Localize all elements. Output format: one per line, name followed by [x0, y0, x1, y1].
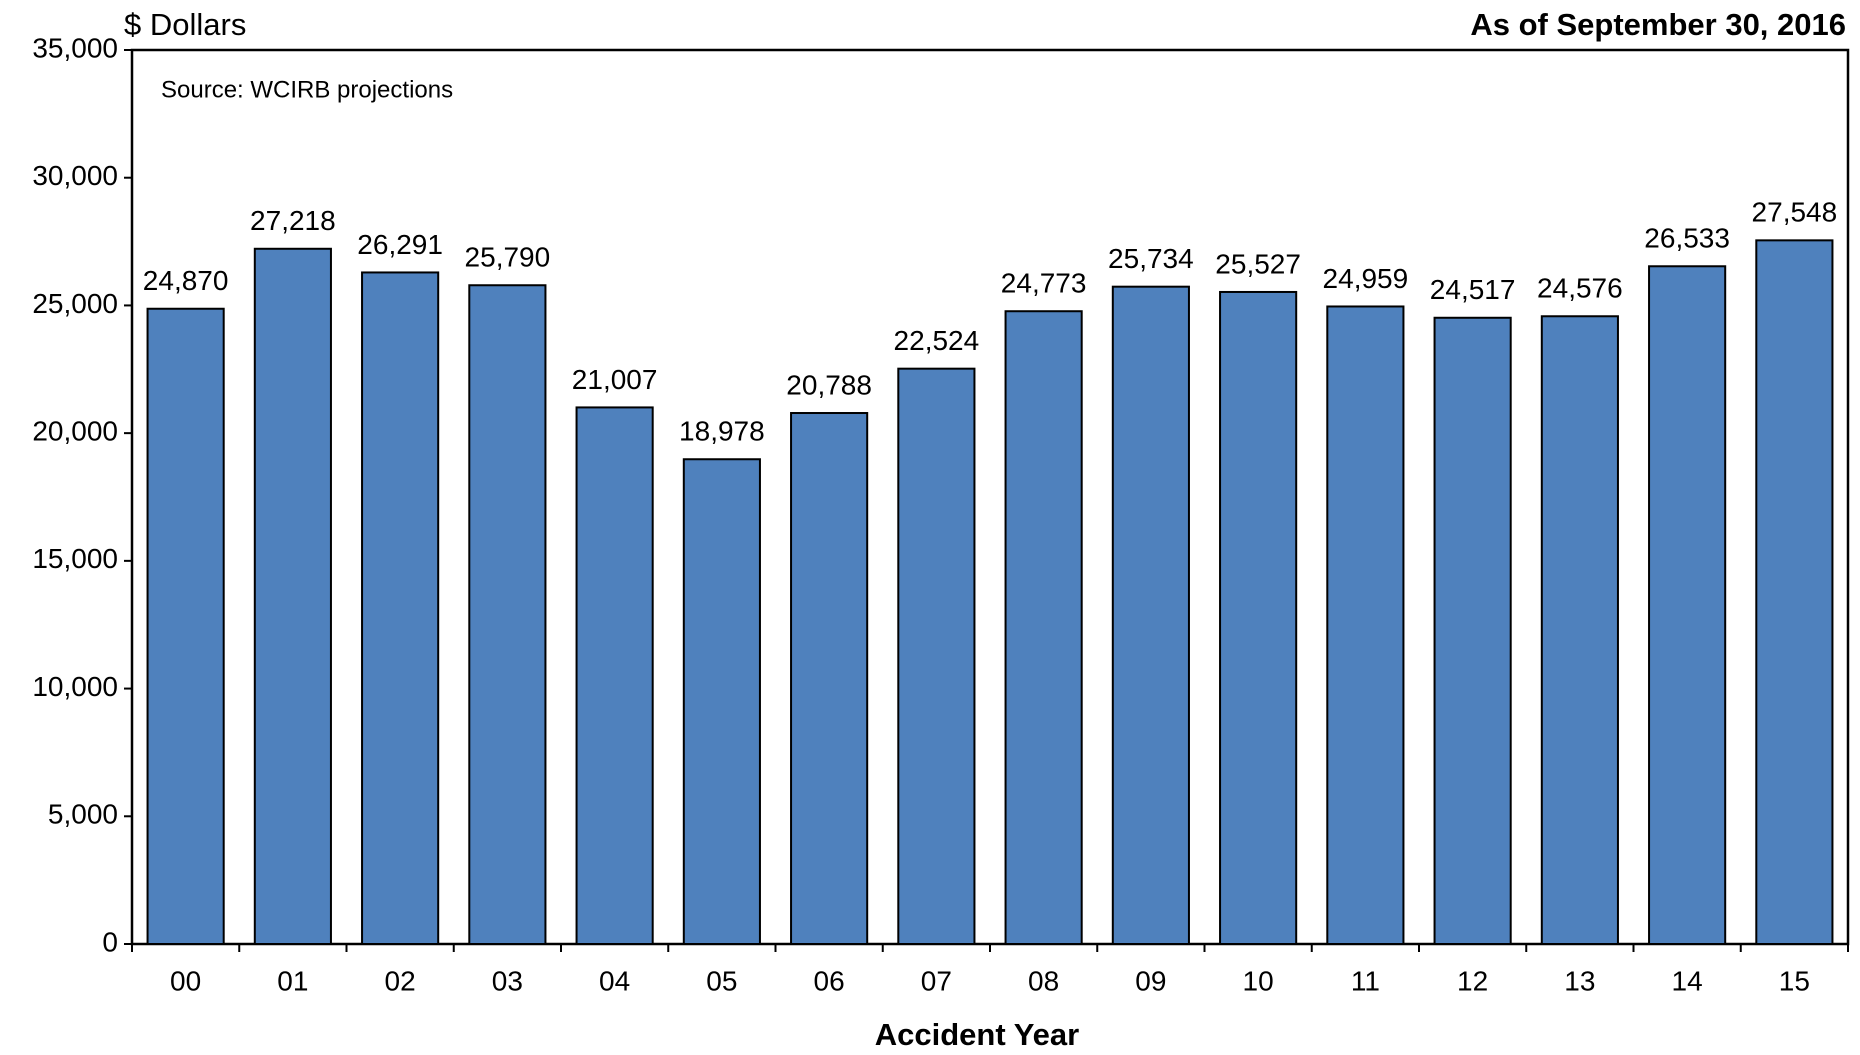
bar: [790, 412, 869, 945]
x-tick-label: 04: [599, 965, 630, 996]
x-tick-label: 11: [1351, 965, 1380, 996]
x-axis-title: Accident Year: [875, 1017, 1079, 1052]
bar: [253, 247, 332, 945]
x-tick-label: 15: [1779, 965, 1810, 996]
bar: [146, 307, 225, 945]
subtitle: As of September 30, 2016: [1470, 7, 1846, 42]
x-tick-label: 05: [706, 965, 737, 996]
value-label: 20,788: [786, 369, 872, 400]
value-label: 18,978: [679, 416, 765, 447]
bar: [1326, 305, 1405, 945]
x-tick-label: 02: [385, 965, 416, 996]
value-label: 26,291: [357, 229, 443, 260]
bar: [1111, 285, 1190, 945]
y-axis-label: $ Dollars: [124, 7, 246, 42]
y-tick-label: 25,000: [32, 288, 118, 319]
y-tick-label: 15,000: [32, 543, 118, 574]
y-tick-label: 30,000: [32, 160, 118, 191]
x-tick-label: 06: [814, 965, 845, 996]
bar: [1433, 316, 1512, 946]
x-tick-label: 09: [1135, 965, 1166, 996]
value-label: 24,773: [1001, 268, 1087, 299]
bar: [1755, 239, 1834, 945]
bar: [897, 367, 976, 946]
bar: [575, 406, 654, 945]
value-label: 25,734: [1108, 243, 1194, 274]
x-tick-label: 14: [1672, 965, 1703, 996]
value-label: 27,218: [250, 205, 336, 236]
y-tick-label: 35,000: [32, 32, 118, 63]
y-tick-label: 10,000: [32, 671, 118, 702]
y-tick-label: 5,000: [48, 799, 118, 830]
value-label: 26,533: [1644, 223, 1730, 254]
x-tick-label: 00: [170, 965, 201, 996]
bar: [1648, 265, 1727, 945]
bar: [361, 271, 440, 945]
value-label: 24,517: [1430, 274, 1516, 305]
bar: [1004, 310, 1083, 945]
x-tick-label: 03: [492, 965, 523, 996]
value-label: 25,790: [465, 242, 551, 273]
annotation: Source: WCIRB projections: [161, 76, 453, 103]
value-label: 24,959: [1323, 263, 1409, 294]
x-tick-label: 08: [1028, 965, 1059, 996]
value-label: 24,870: [143, 265, 229, 296]
x-tick-label: 07: [921, 965, 952, 996]
value-label: 22,524: [894, 325, 980, 356]
value-label: 27,548: [1752, 197, 1838, 228]
x-tick-label: 01: [277, 965, 308, 996]
value-label: 24,576: [1537, 273, 1623, 304]
y-tick-label: 0: [102, 926, 118, 957]
x-tick-label: 10: [1243, 965, 1274, 996]
value-label: 25,527: [1215, 248, 1301, 279]
bar: [682, 458, 761, 945]
bar: [1540, 315, 1619, 945]
x-tick-label: 13: [1564, 965, 1595, 996]
bar: [468, 284, 547, 946]
y-tick-label: 20,000: [32, 416, 118, 447]
x-tick-label: 12: [1457, 965, 1488, 996]
value-label: 21,007: [572, 364, 658, 395]
bar: [1219, 290, 1298, 946]
